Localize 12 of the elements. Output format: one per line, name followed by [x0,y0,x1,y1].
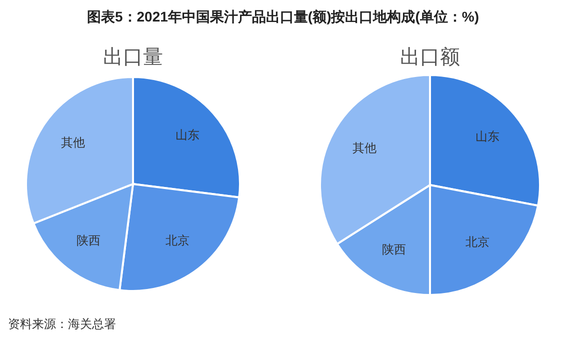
slice-label: 其他 [60,135,85,150]
slice-label: 陕西 [76,234,100,248]
slice-label: 山东 [176,128,200,142]
slice-label: 北京 [166,234,190,248]
slice-label: 其他 [352,141,376,156]
text: 图表5：2021年中国果汁产品出口量(额)按出口地构成(单位：%) [86,8,480,25]
text: 资料来源：海关总署 [8,317,116,332]
chart-title: 出口额 [400,46,460,68]
slice-label: 山东 [476,129,500,144]
chart-title: 出口量 [103,46,163,68]
slice-label: 北京 [466,234,490,249]
slice-label: 陕西 [382,242,406,257]
